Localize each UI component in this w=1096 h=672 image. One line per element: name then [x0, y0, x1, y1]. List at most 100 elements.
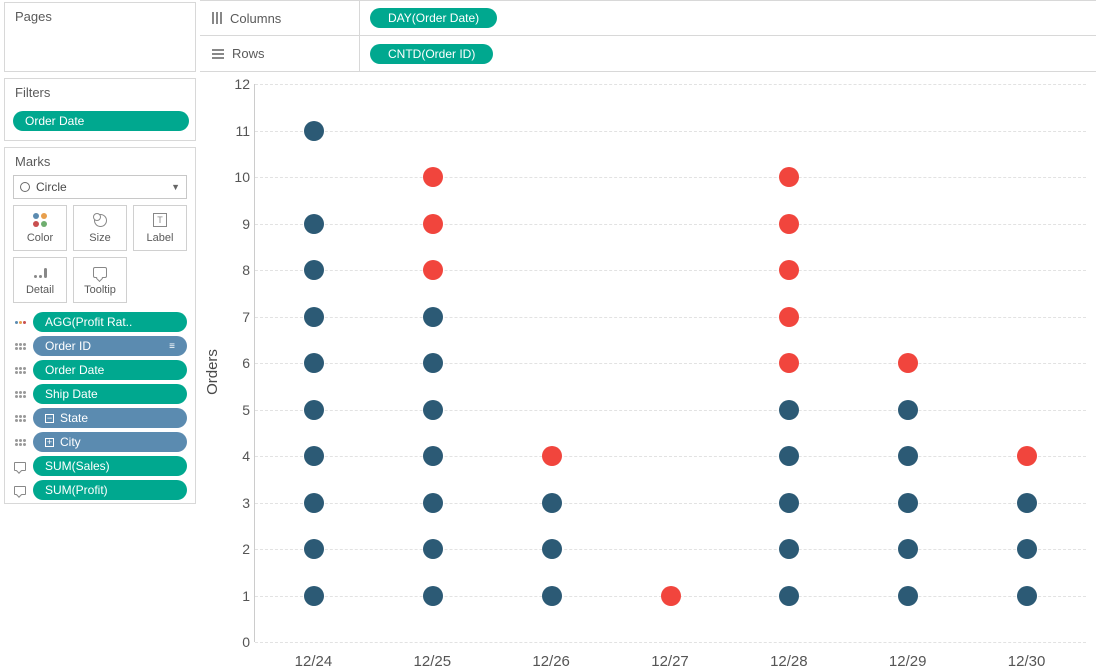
data-point[interactable] [423, 260, 443, 280]
mark-pill[interactable]: SUM(Sales) [33, 456, 187, 476]
mark-type-select[interactable]: Circle ▼ [13, 175, 187, 199]
filters-title: Filters [5, 79, 195, 106]
gridline [255, 317, 1086, 318]
columns-shelf[interactable]: Columns DAY(Order Date) [200, 0, 1096, 36]
data-point[interactable] [661, 586, 681, 606]
data-point[interactable] [898, 353, 918, 373]
data-point[interactable] [304, 307, 324, 327]
mark-pill-row[interactable]: City [5, 431, 195, 453]
data-point[interactable] [779, 214, 799, 234]
data-point[interactable] [779, 586, 799, 606]
data-point[interactable] [1017, 539, 1037, 559]
data-point[interactable] [304, 353, 324, 373]
label-icon: T [153, 213, 167, 227]
detail-icon [13, 343, 27, 350]
data-point[interactable] [1017, 493, 1037, 513]
mark-pill-label: AGG(Profit Rat.. [45, 315, 132, 329]
y-tick-label: 8 [224, 262, 250, 278]
data-point[interactable] [542, 493, 562, 513]
x-tick-label: 12/29 [889, 653, 927, 670]
data-point[interactable] [423, 446, 443, 466]
data-point[interactable] [304, 214, 324, 234]
x-tick-label: 12/30 [1008, 653, 1046, 670]
gridline [255, 642, 1086, 643]
gridline [255, 131, 1086, 132]
data-point[interactable] [779, 400, 799, 420]
data-point[interactable] [779, 353, 799, 373]
data-point[interactable] [304, 260, 324, 280]
data-point[interactable] [779, 167, 799, 187]
data-point[interactable] [898, 446, 918, 466]
columns-pill-label: DAY(Order Date) [388, 11, 479, 25]
y-tick-label: 9 [224, 216, 250, 232]
data-point[interactable] [304, 121, 324, 141]
gridline [255, 177, 1086, 178]
x-tick-label: 12/24 [295, 653, 333, 670]
mark-pill-row[interactable]: Order Date [5, 359, 195, 381]
filter-pill-label: Order Date [25, 114, 84, 128]
data-point[interactable] [542, 446, 562, 466]
mark-pill-row[interactable]: Order ID≡ [5, 335, 195, 357]
marks-size-label: Size [89, 232, 110, 244]
data-point[interactable] [779, 446, 799, 466]
data-point[interactable] [423, 400, 443, 420]
columns-icon [212, 12, 222, 24]
tooltip-icon [93, 267, 107, 278]
mark-pill[interactable]: SUM(Profit) [33, 480, 187, 500]
data-point[interactable] [304, 400, 324, 420]
mark-pill[interactable]: Order Date [33, 360, 187, 380]
marks-size-button[interactable]: Size [73, 205, 127, 251]
mark-pill-row[interactable]: State [5, 407, 195, 429]
mark-pill[interactable]: Ship Date [33, 384, 187, 404]
data-point[interactable] [423, 167, 443, 187]
data-point[interactable] [423, 539, 443, 559]
data-point[interactable] [1017, 446, 1037, 466]
data-point[interactable] [542, 539, 562, 559]
data-point[interactable] [304, 586, 324, 606]
marks-label-button[interactable]: T Label [133, 205, 187, 251]
mark-pill-row[interactable]: Ship Date [5, 383, 195, 405]
marks-panel: Marks Circle ▼ Color Size [4, 147, 196, 504]
filter-pill-order-date[interactable]: Order Date [13, 111, 189, 131]
data-point[interactable] [304, 493, 324, 513]
circle-icon [20, 182, 30, 192]
data-point[interactable] [423, 493, 443, 513]
rows-pill[interactable]: CNTD(Order ID) [370, 44, 493, 64]
plot: 0123456789101112 12/2412/2512/2612/2712/… [254, 84, 1086, 672]
mark-pill[interactable]: AGG(Profit Rat.. [33, 312, 187, 332]
data-point[interactable] [423, 307, 443, 327]
gridline [255, 549, 1086, 550]
y-tick-label: 5 [224, 402, 250, 418]
mark-pill[interactable]: State [33, 408, 187, 428]
columns-pill[interactable]: DAY(Order Date) [370, 8, 497, 28]
mark-pill[interactable]: Order ID≡ [33, 336, 187, 356]
y-tick-label: 7 [224, 309, 250, 325]
data-point[interactable] [898, 539, 918, 559]
data-point[interactable] [779, 493, 799, 513]
rows-shelf[interactable]: Rows CNTD(Order ID) [200, 36, 1096, 72]
mark-pill-row[interactable]: AGG(Profit Rat.. [5, 311, 195, 333]
data-point[interactable] [898, 493, 918, 513]
data-point[interactable] [423, 214, 443, 234]
data-point[interactable] [898, 400, 918, 420]
data-point[interactable] [542, 586, 562, 606]
data-point[interactable] [1017, 586, 1037, 606]
marks-tooltip-button[interactable]: Tooltip [73, 257, 127, 303]
data-point[interactable] [423, 586, 443, 606]
data-point[interactable] [304, 539, 324, 559]
y-tick-label: 10 [224, 169, 250, 185]
y-axis-labels: 0123456789101112 [224, 84, 250, 642]
columns-label: Columns [230, 11, 281, 26]
mark-pill-row[interactable]: SUM(Profit) [5, 479, 195, 501]
marks-detail-button[interactable]: Detail [13, 257, 67, 303]
mark-pill-row[interactable]: SUM(Sales) [5, 455, 195, 477]
data-point[interactable] [898, 586, 918, 606]
rows-pill-label: CNTD(Order ID) [388, 47, 475, 61]
marks-color-button[interactable]: Color [13, 205, 67, 251]
data-point[interactable] [779, 260, 799, 280]
data-point[interactable] [423, 353, 443, 373]
data-point[interactable] [779, 307, 799, 327]
data-point[interactable] [779, 539, 799, 559]
data-point[interactable] [304, 446, 324, 466]
mark-pill[interactable]: City [33, 432, 187, 452]
